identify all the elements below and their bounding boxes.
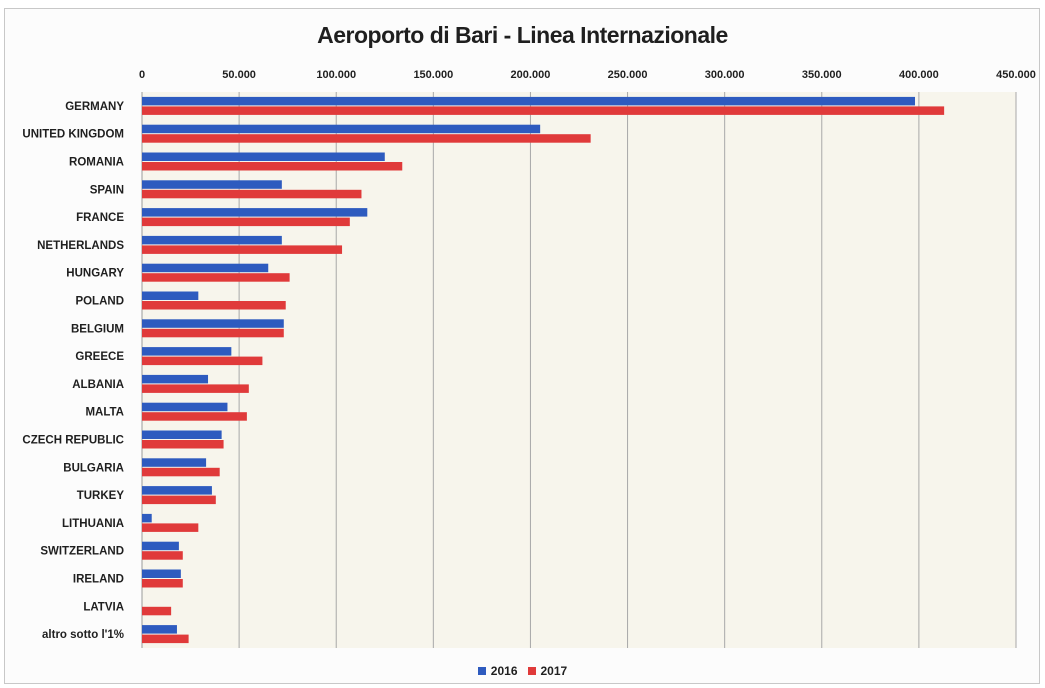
x-tick-label: 250.000 — [608, 69, 648, 81]
x-tick-label: 0 — [139, 69, 145, 81]
legend-item: 2016 — [477, 664, 518, 678]
x-tick-label: 350.000 — [802, 69, 842, 81]
legend-swatch — [527, 667, 536, 675]
category-label: HUNGARY — [66, 268, 124, 280]
bar-2017 — [142, 301, 286, 310]
plot-area — [142, 92, 1016, 648]
bar-2017 — [142, 217, 350, 227]
legend-swatch — [477, 667, 486, 675]
category-label: NETHERLANDS — [37, 240, 124, 252]
legend-label: 2016 — [490, 664, 518, 678]
x-tick-label: 200.000 — [511, 69, 551, 81]
x-tick-label: 450.000 — [996, 69, 1036, 81]
category-label: ALBANIA — [72, 379, 124, 391]
legend: 2016 2017 — [0, 664, 1045, 678]
category-label: ROMANIA — [69, 157, 124, 169]
bar-2016 — [142, 319, 284, 328]
bar-2017 — [142, 606, 172, 616]
bar-2017 — [142, 440, 224, 449]
chart-title: Aeroporto di Bari - Linea Internazionale — [317, 22, 728, 48]
bar-2017 — [142, 273, 290, 282]
bar-2016 — [142, 347, 232, 356]
bar-2017 — [142, 356, 263, 366]
category-label: MALTA — [85, 407, 124, 419]
x-tick-label: 100.000 — [316, 69, 356, 81]
x-tick-label: 300.000 — [705, 69, 745, 81]
category-label: UNITED KINGDOM — [22, 129, 124, 141]
bar-2016 — [142, 513, 152, 523]
bar-2016 — [142, 263, 269, 273]
category-label: CZECH REPUBLIC — [22, 435, 124, 447]
category-label: LATVIA — [83, 601, 124, 613]
bar-2016 — [142, 291, 199, 300]
bar-2016 — [142, 486, 212, 495]
category-label: altro sotto l'1% — [42, 629, 124, 641]
bar-2016 — [142, 152, 385, 161]
category-label: FRANCE — [76, 212, 124, 224]
bar-2017 — [142, 634, 189, 644]
category-label: SWITZERLAND — [40, 546, 124, 558]
x-tick-label: 150.000 — [413, 69, 453, 81]
x-tick-label: 50.000 — [222, 69, 256, 81]
bar-2016 — [142, 235, 282, 245]
bar-2017 — [142, 551, 183, 560]
category-label: LITHUANIA — [62, 518, 124, 530]
bar-2016 — [142, 180, 282, 189]
category-label: BULGARIA — [63, 462, 124, 474]
bar-2016 — [142, 96, 916, 106]
bar-2016 — [142, 541, 179, 551]
bar-2017 — [142, 523, 199, 532]
bar-2017 — [142, 384, 249, 393]
category-label: POLAND — [75, 296, 124, 308]
legend-item: 2017 — [527, 664, 568, 678]
bar-2016 — [142, 402, 228, 412]
bar-2017 — [142, 106, 945, 115]
category-label: TURKEY — [77, 490, 125, 502]
legend-label: 2017 — [540, 664, 568, 678]
bar-2017 — [142, 189, 362, 199]
bar-2017 — [142, 412, 247, 421]
bar-2017 — [142, 495, 216, 505]
category-label: SPAIN — [90, 184, 124, 196]
bar-2017 — [142, 328, 284, 338]
bar-2016 — [142, 208, 368, 217]
category-label: GERMANY — [65, 101, 124, 113]
category-label: IRELAND — [73, 574, 124, 586]
bar-2016 — [142, 430, 222, 439]
bar-2017 — [142, 134, 591, 143]
category-label: GREECE — [75, 351, 124, 363]
x-tick-label: 400.000 — [899, 69, 939, 81]
bar-2016 — [142, 625, 177, 634]
bar-2016 — [142, 458, 207, 467]
bar-2017 — [142, 162, 403, 171]
bar-2016 — [142, 374, 209, 384]
bar-2017 — [142, 579, 183, 588]
bar-2017 — [142, 467, 220, 477]
category-label: BELGIUM — [71, 323, 124, 335]
bar-2016 — [142, 569, 181, 578]
bar-2016 — [142, 124, 541, 134]
bar-2017 — [142, 245, 343, 254]
